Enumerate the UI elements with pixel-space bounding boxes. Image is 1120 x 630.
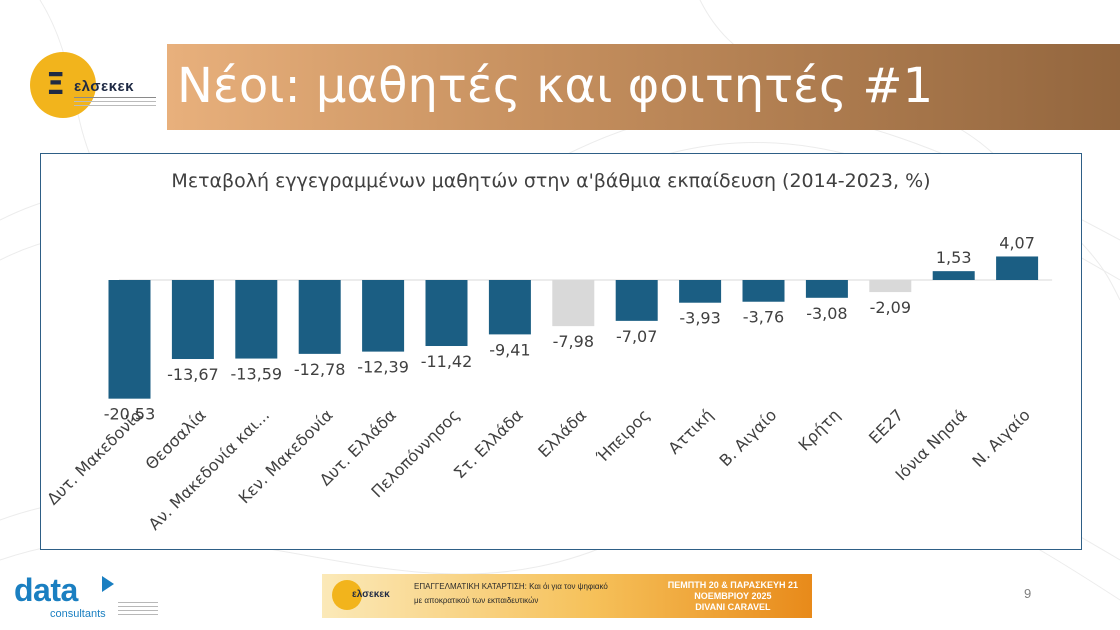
bar <box>932 271 975 280</box>
data-label: -11,42 <box>421 352 473 371</box>
data-label: -2,09 <box>870 298 911 317</box>
bar <box>235 280 278 359</box>
page-title: Νέοι: μαθητές και φοιτητές #1 <box>177 58 934 114</box>
data-label: -3,76 <box>743 308 784 327</box>
category-label: Αττική <box>664 405 716 457</box>
bar <box>488 280 531 335</box>
title-bar: Νέοι: μαθητές και φοιτητές #1 <box>167 44 1120 130</box>
category-label: Ήπειρος <box>592 405 653 466</box>
page-number: 9 <box>1024 586 1032 601</box>
play-arrow-icon <box>102 576 114 592</box>
logo-mark: Ξ <box>46 67 65 102</box>
bar <box>362 280 405 352</box>
logo-circle <box>30 52 96 118</box>
category-label: Δυτ. Μακεδονία <box>43 405 146 508</box>
bar <box>425 280 468 347</box>
data-label: -13,59 <box>231 365 283 384</box>
bar <box>298 280 341 354</box>
banner-date-line-3: DIVANI CARAVEL <box>695 602 771 612</box>
data-label: -13,67 <box>167 365 219 384</box>
banner-logo-word: ελσεκεκ <box>352 589 390 600</box>
bar <box>996 256 1039 280</box>
elsekek-logo: Ξ ελσεκεκ <box>30 52 160 120</box>
data-label: -12,78 <box>294 360 346 379</box>
data-label: -7,98 <box>553 332 594 351</box>
category-label: ΕΕ27 <box>865 405 907 447</box>
bar <box>552 280 595 327</box>
data-label: -20,53 <box>104 405 156 424</box>
brand-tagline-lines <box>118 602 158 618</box>
banner-logo-circle <box>332 580 362 610</box>
banner-date-line-2: ΝΟΕΜΒΡΙΟΥ 2025 <box>694 591 772 601</box>
chart-title: Μεταβολή εγγεγραμμένων μαθητών στην α'βά… <box>171 170 931 192</box>
bar <box>171 280 214 360</box>
banner-line-2: με αποκρατικού των εκπαιδευτικών <box>414 596 539 605</box>
data-consultants-logo: data consultants <box>14 572 158 624</box>
brand-data-text: data <box>14 572 78 608</box>
data-label: -3,08 <box>806 304 847 323</box>
bar <box>742 280 785 302</box>
bar <box>805 280 848 298</box>
bar <box>869 280 912 293</box>
data-label: 1,53 <box>936 248 972 267</box>
data-label: -3,93 <box>679 309 720 328</box>
banner-line-1: ΕΠΑΓΓΕΛΜΑΤΙΚΗ ΚΑΤΑΡΤΙΣΗ: Και όι για τον … <box>414 582 608 591</box>
data-label: -7,07 <box>616 327 657 346</box>
logo-tagline-lines <box>74 97 156 112</box>
category-label: Ελλάδα <box>534 405 590 461</box>
data-label: -12,39 <box>357 358 409 377</box>
brand-consultants-text: consultants <box>50 608 106 620</box>
bar <box>108 280 151 399</box>
data-label: -9,41 <box>489 340 530 359</box>
category-label: Αν. Μακεδονία και... <box>145 405 273 533</box>
category-label: Β. Αιγαίο <box>715 405 780 470</box>
banner-date: ΠΕΜΠΤΗ 20 & ΠΑΡΑΣΚΕΥΗ 21 ΝΟΕΜΒΡΙΟΥ 2025 … <box>668 580 798 613</box>
logo-word: ελσεκεκ <box>74 78 135 95</box>
bar <box>679 280 722 303</box>
bar <box>615 280 658 321</box>
data-label: 4,07 <box>999 233 1035 252</box>
chart-frame: Μεταβολή εγγεγραμμένων μαθητών στην α'βά… <box>40 153 1082 550</box>
banner-date-line-1: ΠΕΜΠΤΗ 20 & ΠΑΡΑΣΚΕΥΗ 21 <box>667 580 798 590</box>
category-label: Κρήτη <box>795 405 844 454</box>
category-label: Ν. Αιγαίο <box>968 405 1034 471</box>
event-banner: ελσεκεκ ΕΠΑΓΓΕΛΜΑΤΙΚΗ ΚΑΤΑΡΤΙΣΗ: Και όι … <box>322 574 812 618</box>
